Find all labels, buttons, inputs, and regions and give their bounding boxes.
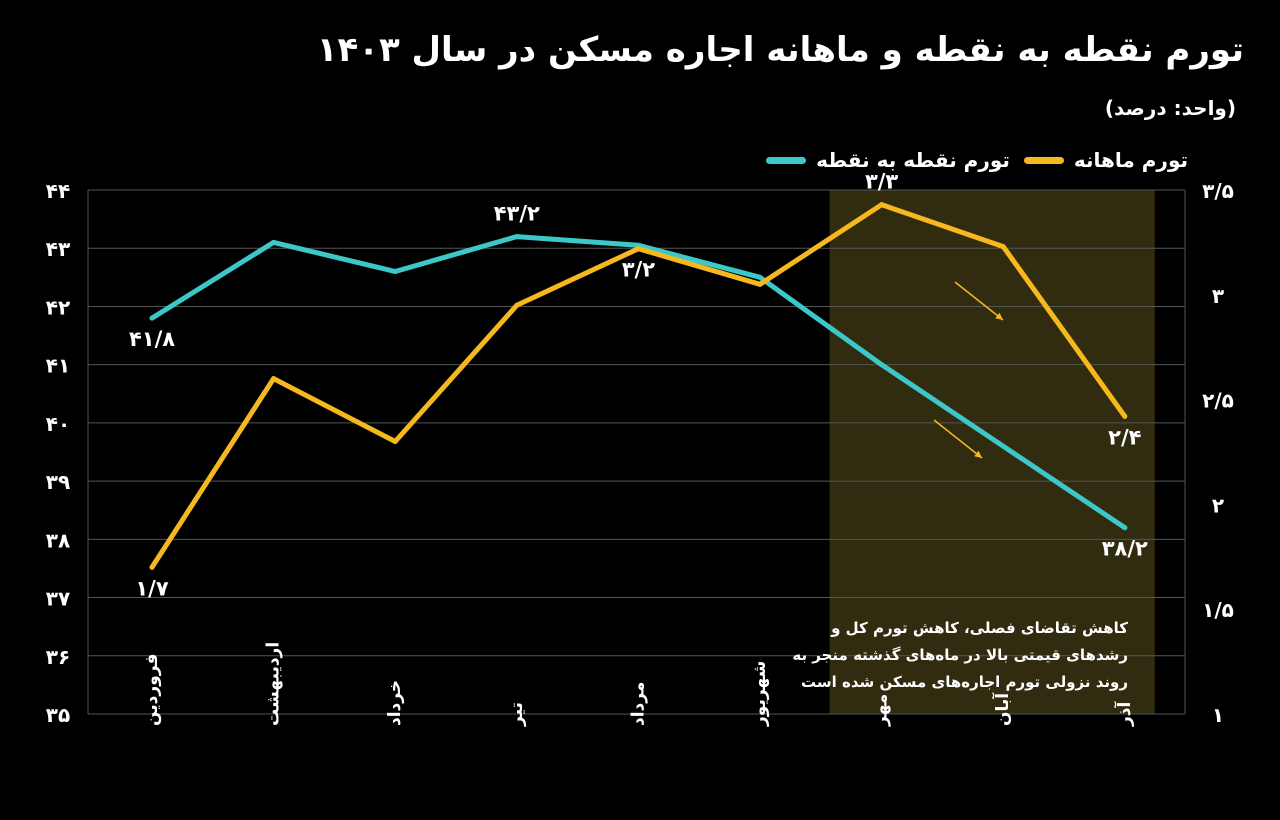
data-point	[392, 269, 398, 275]
annotation-line: روند نزولی تورم اجاره‌های مسکن شده است	[801, 673, 1128, 691]
data-point	[635, 246, 641, 252]
left-tick-label: ۴۲	[46, 295, 70, 319]
x-tick-label: آبان	[991, 692, 1013, 726]
right-tick-label: ۲	[1212, 493, 1224, 517]
x-tick-label: فروردین	[142, 654, 162, 726]
x-tick-label: مهر	[872, 694, 892, 727]
data-point	[392, 439, 398, 445]
trend-arrow-lower-head	[974, 450, 982, 458]
left-tick-label: ۳۹	[46, 470, 70, 494]
left-tick-label: ۳۷	[46, 587, 70, 611]
data-point	[149, 564, 155, 570]
data-point	[879, 362, 885, 368]
left-tick-label: ۴۴	[46, 179, 70, 203]
data-label: ۳/۳	[865, 170, 898, 194]
right-tick-label: ۳/۵	[1202, 179, 1234, 203]
left-tick-label: ۳۶	[46, 645, 70, 669]
trend-arrow-upper	[954, 281, 1004, 321]
data-label: ۳/۲	[622, 258, 655, 282]
data-point	[1000, 244, 1006, 250]
legend-swatch-p2p	[766, 156, 807, 164]
left-tick-label: ۴۱	[46, 354, 70, 378]
legend: تورم نقطه به نقطه تورم ماهانه	[766, 148, 1188, 172]
data-point	[1000, 443, 1006, 449]
annotation-line: رشدهای قیمتی بالا در ماه‌های گذشته منجر …	[792, 646, 1128, 664]
data-label: ۲/۴	[1108, 425, 1141, 449]
legend-label-p2p: تورم نقطه به نقطه	[816, 148, 1010, 172]
data-label: ۳۸/۲	[1102, 537, 1148, 561]
legend-item-p2p: تورم نقطه به نقطه	[766, 148, 1010, 172]
x-tick-label: اردیبهشت	[264, 642, 284, 726]
data-point	[149, 315, 155, 321]
data-point	[271, 376, 277, 382]
data-label: ۴۳/۲	[494, 202, 540, 226]
x-tick-label: آذر	[1113, 700, 1135, 727]
left-tick-label: ۳۵	[46, 703, 70, 727]
trend-arrow-upper-head	[995, 312, 1003, 320]
data-point	[757, 274, 763, 280]
trend-arrow-lower	[933, 419, 983, 459]
left-tick-label: ۴۰	[46, 412, 70, 436]
right-tick-label: ۱/۵	[1202, 598, 1234, 622]
left-tick-label: ۴۳	[46, 237, 70, 261]
data-point	[514, 302, 520, 308]
x-tick-label: مرداد	[628, 682, 648, 726]
data-point	[514, 234, 520, 240]
right-tick-label: ۲/۵	[1202, 389, 1234, 413]
right-tick-label: ۳	[1212, 284, 1224, 308]
right-tick-label: ۱	[1212, 703, 1224, 727]
data-point	[1122, 525, 1128, 531]
data-label: ۱/۷	[135, 576, 168, 600]
x-tick-label: تیر	[507, 702, 527, 727]
data-point	[271, 239, 277, 245]
data-point	[1122, 413, 1128, 419]
annotation-line: کاهش تقاضای فصلی، کاهش تورم کل و	[830, 619, 1128, 637]
left-tick-label: ۳۸	[46, 528, 70, 552]
highlight-band	[829, 190, 1155, 714]
data-point	[757, 281, 763, 287]
data-point	[879, 202, 885, 208]
legend-swatch-monthly	[1023, 156, 1064, 164]
legend-label-monthly: تورم ماهانه	[1073, 148, 1188, 172]
x-tick-label: شهریور	[750, 661, 770, 727]
x-tick-label: خرداد	[385, 680, 405, 726]
chart-title: تورم نقطه به نقطه و ماهانه اجاره مسکن در…	[316, 30, 1244, 70]
unit-label: (واحد: درصد)	[1104, 96, 1236, 120]
legend-item-monthly: تورم ماهانه	[1023, 148, 1188, 172]
data-label: ۴۱/۸	[129, 327, 175, 351]
